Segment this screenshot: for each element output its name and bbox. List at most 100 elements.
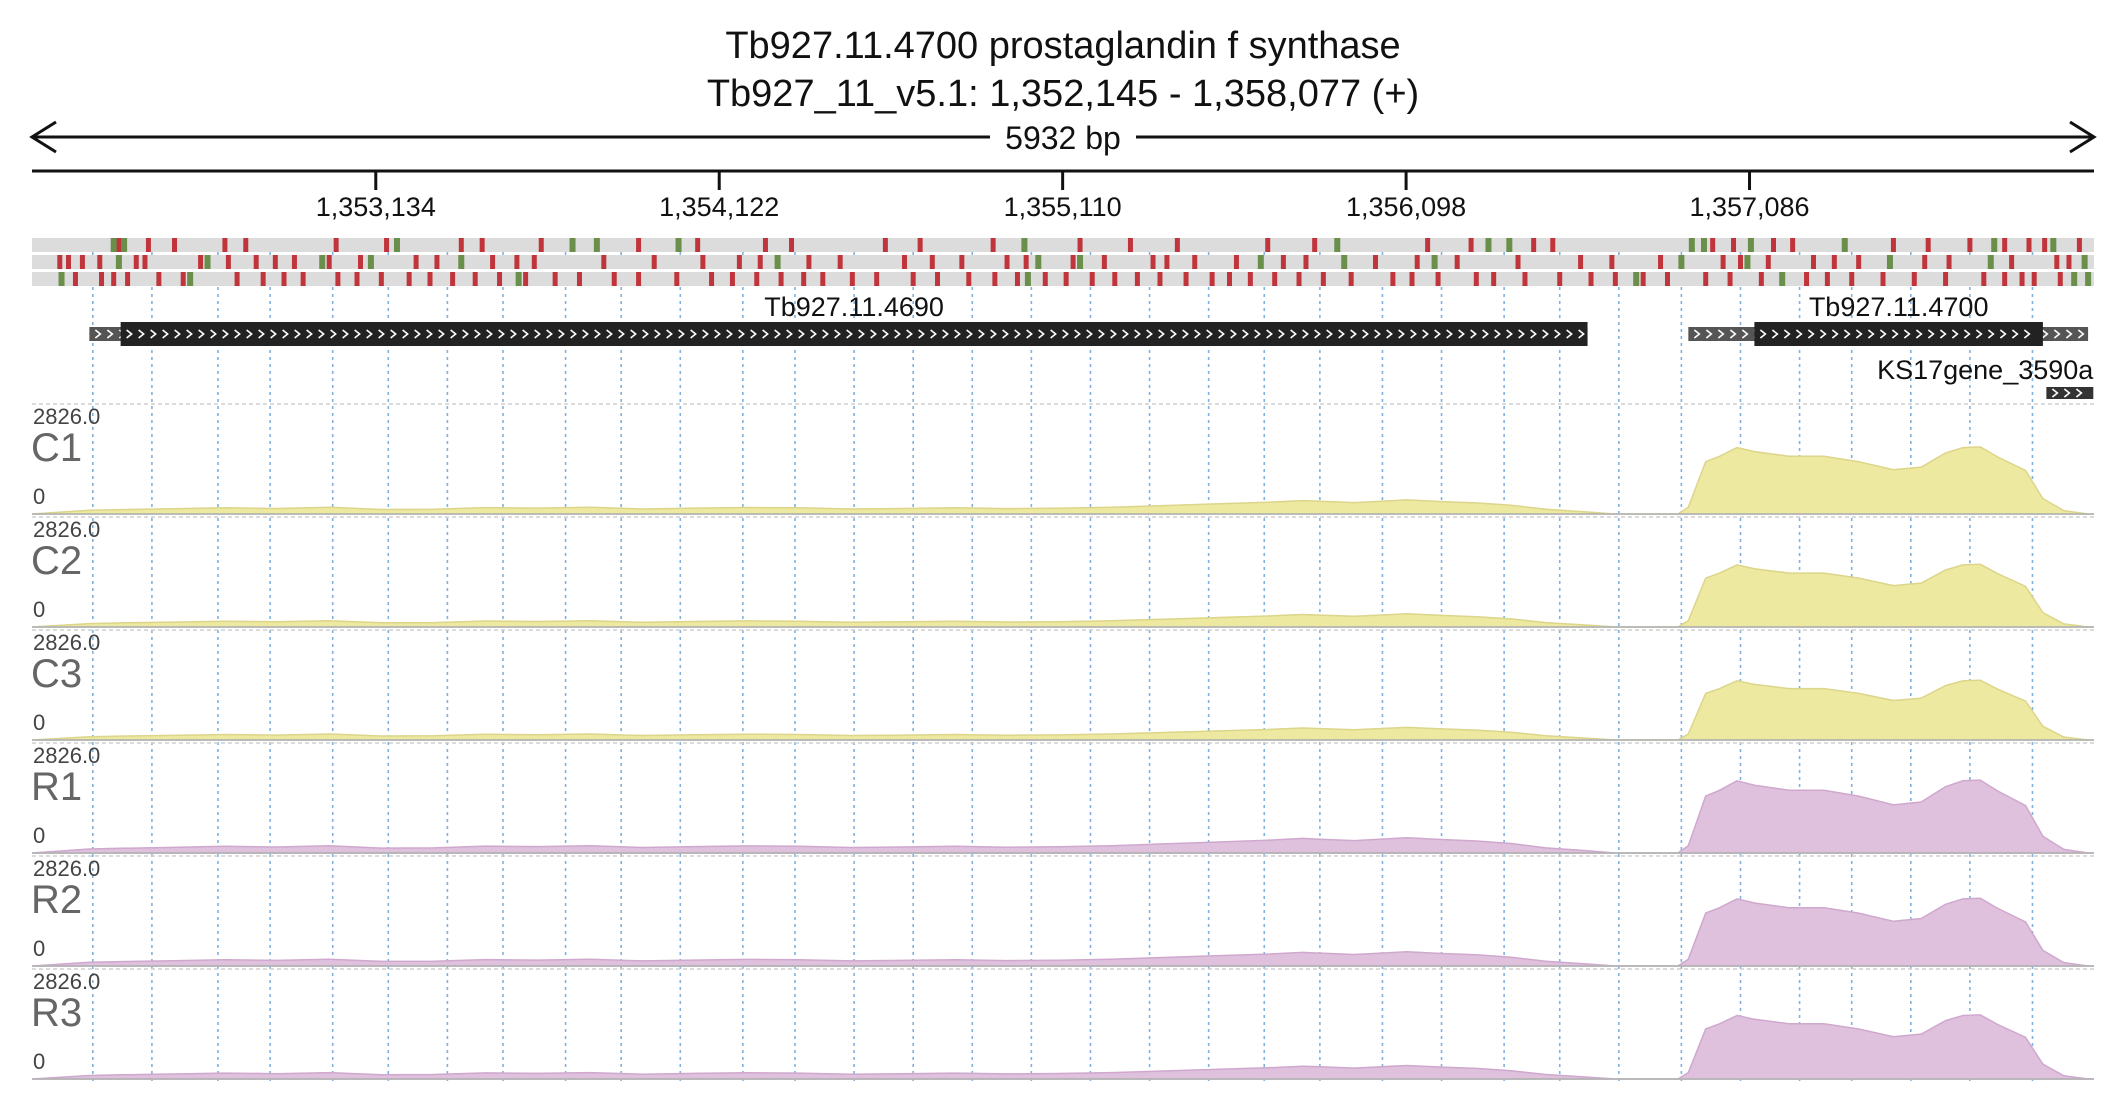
start-codon-mark (1257, 255, 1264, 269)
strand-chevron (642, 329, 649, 339)
start-codon-mark (1431, 255, 1438, 269)
strand-chevron (1014, 329, 1021, 339)
y-min-label: 0 (33, 710, 45, 735)
start-codon-mark (1700, 238, 1707, 252)
stop-codon-mark (1640, 272, 1646, 286)
coverage-tracks: 2826.0C102826.0C202826.0C302826.0R102826… (31, 403, 2094, 1080)
strand-chevron (1242, 329, 1249, 339)
stop-codon-mark (1664, 272, 1670, 286)
strand-chevron (942, 329, 949, 339)
stop-codon-mark (935, 272, 941, 286)
strand-chevron (1795, 329, 1803, 339)
ruler: 1,353,134 1,354,122 1,355,110 1,356,098 1,35… (32, 169, 2094, 222)
stop-codon-mark (1790, 238, 1796, 252)
strand-chevron (498, 329, 505, 339)
stop-codon-mark (1023, 255, 1029, 269)
start-codon-mark (1633, 272, 1640, 286)
stop-codon-mark (992, 272, 998, 286)
stop-codon-mark (133, 255, 139, 269)
strand-chevron (1578, 329, 1585, 339)
coverage-track: 2826.0R2 0 (31, 855, 2094, 967)
stop-codon-mark (497, 272, 503, 286)
stop-codon-mark (1946, 255, 1952, 269)
strand-chevron (94, 329, 102, 339)
strand-chevron (1494, 329, 1501, 339)
strand-chevron (2063, 388, 2071, 398)
stop-codon-mark (1077, 238, 1083, 252)
stop-codon-mark (700, 255, 706, 269)
stop-codon-mark (225, 255, 231, 269)
stop-codon-mark (1296, 272, 1302, 286)
stop-codon-mark (458, 238, 464, 252)
y-max-label: 2826.0 (33, 404, 100, 429)
strand-chevron (1542, 329, 1549, 339)
gene-title: Tb927.11.4700 prostaglandin f synthase (725, 25, 1400, 67)
start-codon-mark (2081, 255, 2088, 269)
stop-codon-mark (2076, 238, 2082, 252)
stop-codon-mark (806, 255, 812, 269)
strand-chevron (1194, 329, 1201, 339)
stop-codon-mark (326, 255, 332, 269)
strand-chevron (1939, 329, 1947, 339)
strand-chevron (702, 329, 709, 339)
strand-chevron (2075, 388, 2083, 398)
start-codon-mark (1688, 238, 1695, 252)
y-max-label: 2826.0 (33, 743, 100, 768)
stop-codon-mark (1856, 255, 1862, 269)
strand-chevron (678, 329, 685, 339)
stop-codon-mark (523, 272, 529, 286)
strand-chevron (1218, 329, 1225, 339)
stop-codon-mark (378, 272, 384, 286)
stop-codon-mark (1737, 255, 1743, 269)
coverage-track: 2826.0C1 0 (31, 403, 2094, 515)
stop-codon-mark (1004, 255, 1010, 269)
stop-codon-mark (260, 272, 266, 286)
stop-codon-mark (636, 272, 642, 286)
start-codon-mark (1334, 238, 1341, 252)
start-codon-mark (204, 255, 211, 269)
start-codon-mark (1991, 238, 1998, 252)
stop-codon-mark (882, 238, 888, 252)
strand-chevron (126, 329, 133, 339)
stop-codon-mark (450, 272, 456, 286)
strand-chevron (546, 329, 553, 339)
strand-chevron (750, 329, 757, 339)
stop-codon-mark (966, 272, 972, 286)
gene-label: Tb927.11.4700 (1809, 292, 1989, 322)
frame-band (32, 272, 2094, 286)
start-codon-mark (675, 238, 682, 252)
strand-chevron (150, 329, 157, 339)
strand-chevron (762, 329, 769, 339)
strand-chevron (954, 329, 961, 339)
stop-codon-mark (1414, 255, 1420, 269)
start-codon-mark (2085, 272, 2092, 286)
strand-chevron (1266, 329, 1273, 339)
coverage-area (31, 1014, 2094, 1080)
stop-codon-mark (1810, 255, 1816, 269)
coverage-area (31, 446, 2094, 515)
stop-codon-mark (490, 255, 496, 269)
stop-codon-mark (1727, 272, 1733, 286)
strand-chevron (978, 329, 985, 339)
strand-chevron (1987, 329, 1995, 339)
strand-chevron (1975, 329, 1983, 339)
stop-codon-mark (959, 255, 965, 269)
coverage-track: 2826.0R1 0 (31, 742, 2094, 854)
strand-chevron (234, 329, 241, 339)
start-codon-mark (1886, 255, 1893, 269)
strand-chevron (162, 329, 169, 339)
track-name: C1 (31, 426, 82, 470)
stop-codon-mark (1150, 255, 1156, 269)
track-name: C3 (31, 652, 82, 696)
stop-codon-mark (357, 255, 363, 269)
strand-chevron (1717, 329, 1725, 339)
stop-codon-mark (538, 238, 544, 252)
start-codon-mark (1485, 238, 1492, 252)
strand-chevron (1050, 329, 1057, 339)
stop-codon-mark (2031, 272, 2037, 286)
strand-chevron (726, 329, 733, 339)
stop-codon-mark (384, 238, 390, 252)
stop-codon-mark (234, 272, 240, 286)
coverage-track: 2826.0C2 0 (31, 516, 2094, 628)
